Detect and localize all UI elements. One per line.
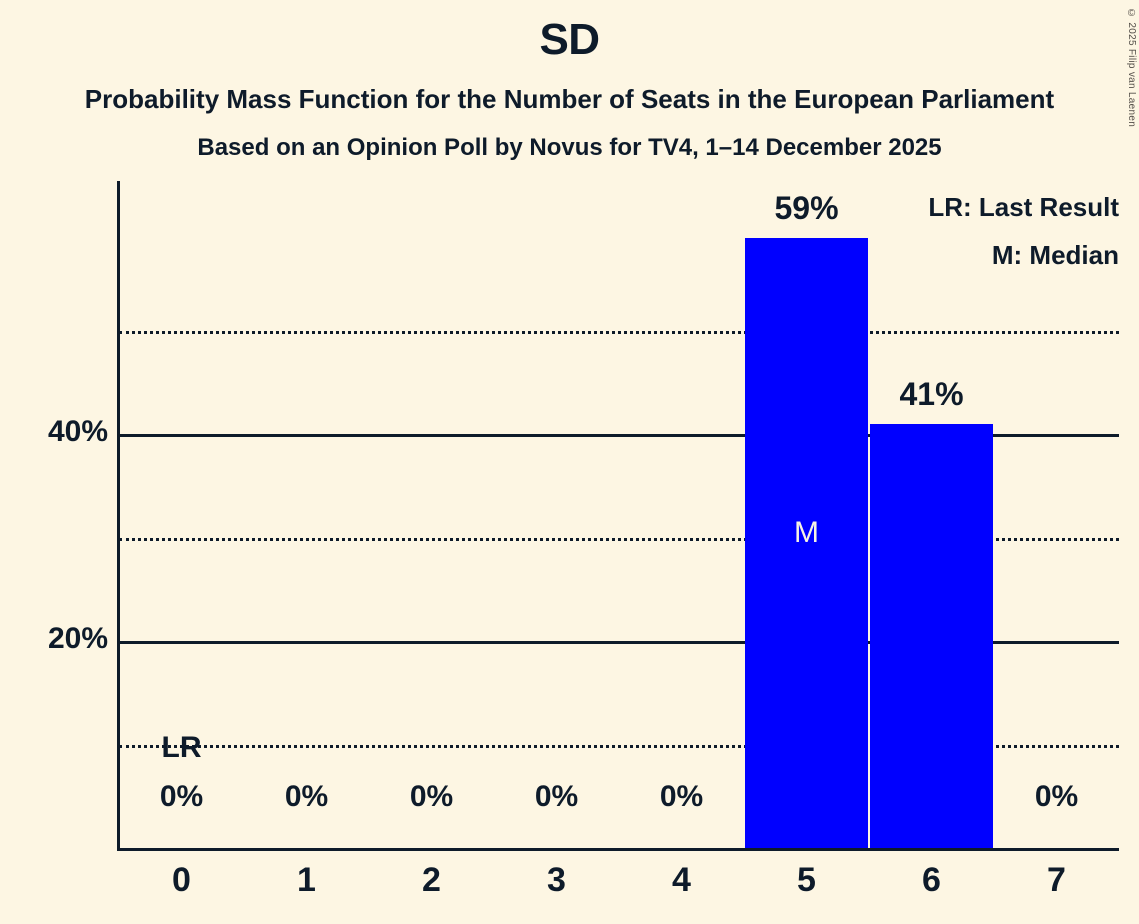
gridline-40 — [119, 434, 1119, 438]
y-axis-line — [117, 181, 120, 850]
gridline-20 — [119, 641, 1119, 645]
value-label-3: 0% — [534, 780, 579, 813]
value-label-2: 0% — [409, 780, 454, 813]
value-label-4: 0% — [659, 780, 704, 813]
last-result-marker: LR — [161, 731, 202, 764]
value-label-1: 0% — [284, 780, 329, 813]
value-label-7: 0% — [1034, 780, 1079, 813]
chart-source-subtitle: Based on an Opinion Poll by Novus for TV… — [197, 134, 942, 161]
median-marker: M — [794, 516, 819, 549]
copyright-notice: © 2025 Filip van Laenen — [1126, 8, 1137, 128]
bar-5: M — [745, 237, 868, 848]
x-tick-label-4: 4 — [672, 861, 691, 899]
bar-6 — [870, 424, 993, 848]
x-tick-label-7: 7 — [1047, 861, 1066, 899]
gridline-10 — [119, 744, 1119, 748]
value-label-6: 41% — [899, 376, 964, 412]
x-tick-label-2: 2 — [422, 861, 441, 899]
x-axis-line — [117, 848, 1119, 851]
x-tick-label-1: 1 — [297, 861, 316, 899]
y-tick-label-40: 40% — [47, 415, 108, 449]
x-tick-label-3: 3 — [547, 861, 566, 899]
value-label-5: 59% — [774, 189, 839, 226]
chart-legend: LR: Last Result M: Median — [928, 183, 1119, 279]
legend-entry-median: M: Median — [991, 240, 1119, 270]
gridline-30 — [119, 537, 1119, 541]
chart-subtitle: Probability Mass Function for the Number… — [84, 84, 1055, 114]
value-label-0: 0% — [159, 780, 204, 813]
x-tick-label-0: 0 — [172, 861, 191, 899]
y-tick-label-20: 20% — [47, 622, 108, 656]
chart-title: SD — [539, 15, 600, 64]
legend-entry-last-result: LR: Last Result — [928, 192, 1119, 222]
x-tick-label-6: 6 — [922, 861, 941, 899]
gridline-50 — [119, 330, 1119, 334]
x-tick-label-5: 5 — [797, 861, 816, 899]
plot-area: M 0% LR 0% 0% 0% 0% 59% 41% 0% 0 1 2 3 4 5 6 7 — [117, 181, 1119, 897]
